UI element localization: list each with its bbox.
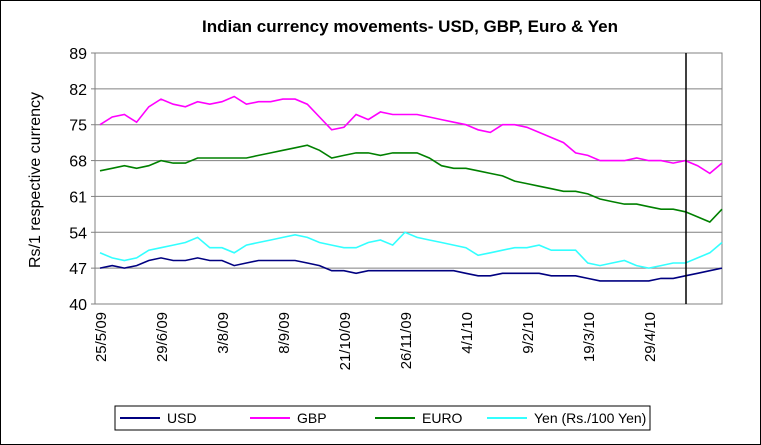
x-tick-label: 3/8/09 [215, 312, 232, 354]
y-tick-label: 40 [69, 297, 87, 314]
y-tick-label: 54 [69, 225, 87, 242]
legend-label: EURO [422, 410, 463, 426]
legend-label: Yen (Rs./100 Yen) [534, 410, 646, 426]
y-tick-label: 47 [69, 261, 87, 278]
y-tick-label: 61 [69, 189, 87, 206]
x-tick-label: 8/9/09 [276, 312, 293, 354]
legend-label: USD [167, 410, 197, 426]
y-tick-label: 68 [69, 154, 87, 171]
y-tick-label: 89 [69, 46, 87, 63]
x-tick-label: 21/10/09 [337, 312, 354, 370]
y-axis-label: Rs/1 respective currency [27, 92, 44, 268]
x-tick-label: 19/3/10 [581, 312, 598, 362]
x-tick-label: 9/2/10 [520, 312, 537, 354]
y-tick-label: 75 [69, 118, 87, 135]
series-line [99, 231, 723, 269]
series-line [99, 95, 723, 175]
series-line [99, 144, 723, 223]
x-tick-label: 4/1/10 [459, 312, 476, 354]
series-line [99, 257, 723, 282]
x-tick-label: 26/11/09 [398, 312, 415, 369]
x-tick-label: 29/6/09 [154, 312, 171, 362]
x-tick-label: 29/4/10 [642, 312, 659, 362]
x-tick-label: 25/5/09 [93, 312, 110, 362]
legend-label: GBP [297, 410, 327, 426]
y-tick-label: 82 [69, 82, 87, 99]
chart-title: Indian currency movements- USD, GBP, Eur… [202, 17, 618, 36]
